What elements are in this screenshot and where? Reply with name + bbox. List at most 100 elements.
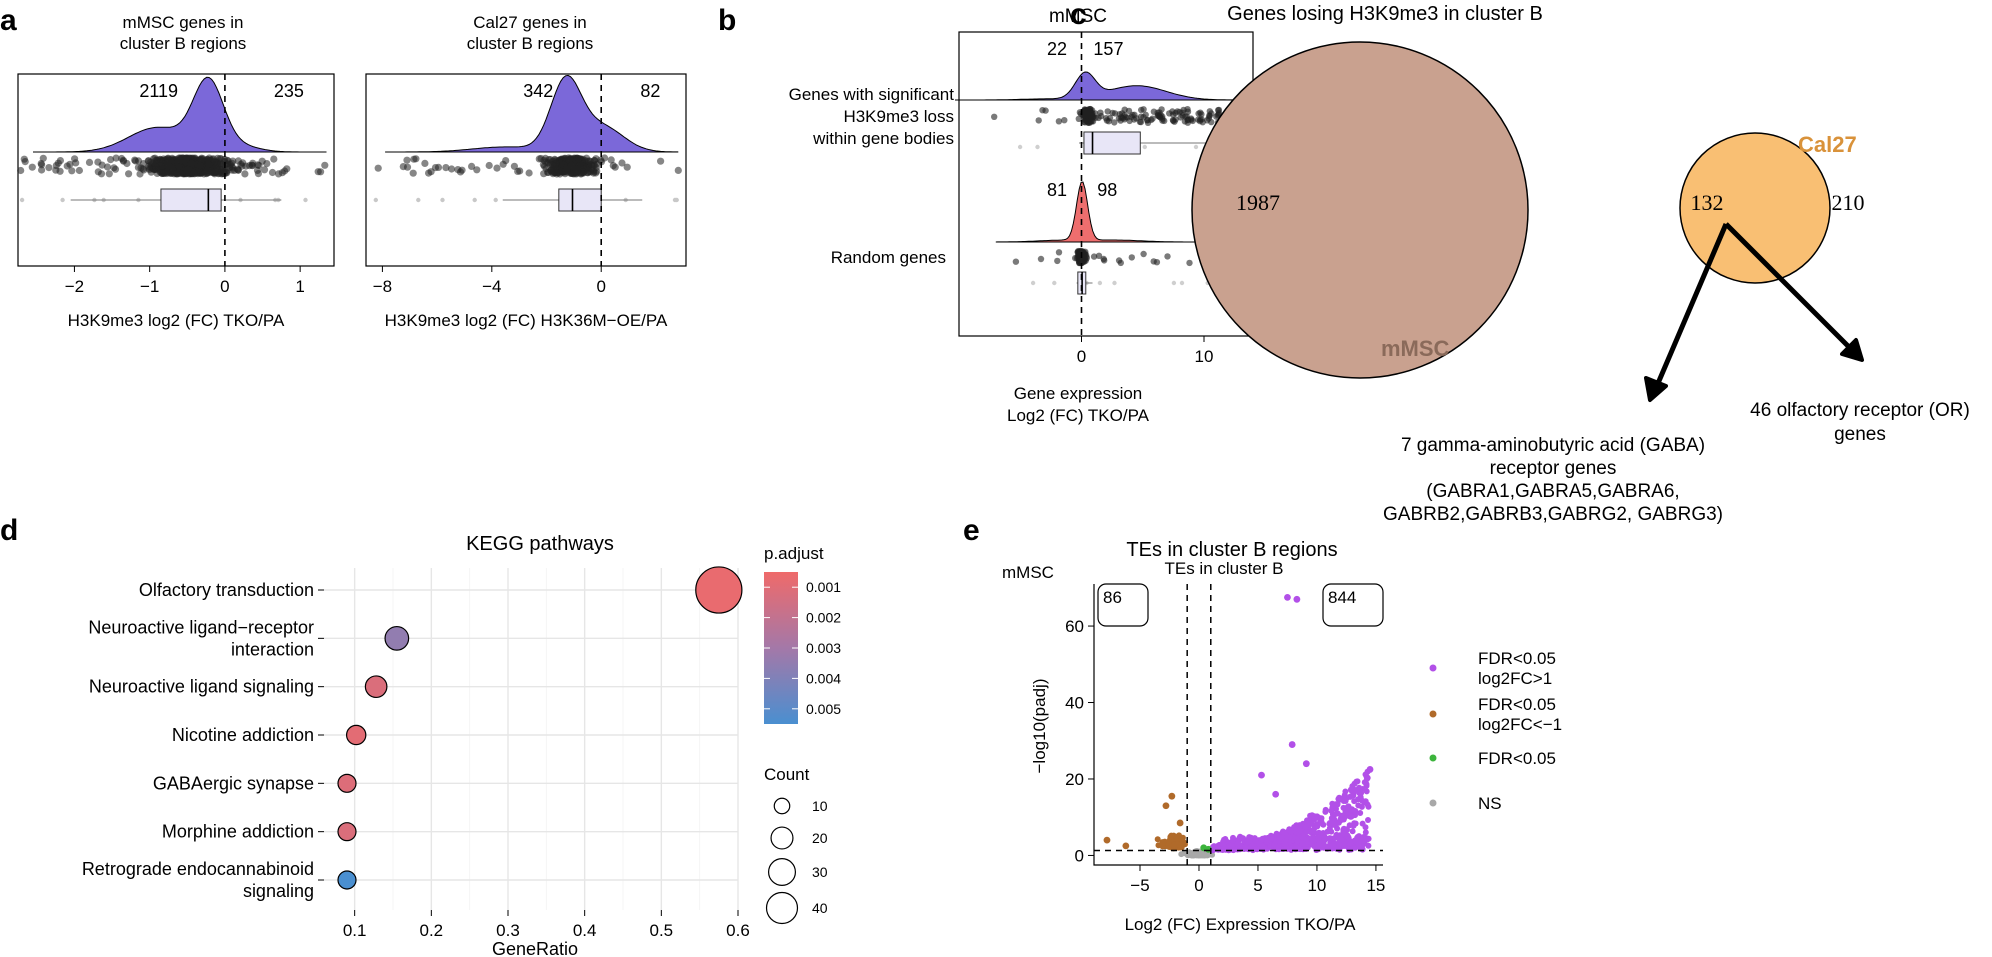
e-axis-ticks: −5 0 5 10 15 0 20 40 60 [1065, 617, 1385, 895]
e-point-up [1349, 806, 1355, 813]
b-density-random-genes [995, 181, 1229, 243]
panel-e-volcano: TEs in cluster B regions TEs in cluster … [1002, 539, 1562, 934]
e-point-up [1362, 824, 1369, 831]
a2-count-left: 342 [523, 81, 553, 101]
x-tick-label: 0.5 [650, 921, 674, 940]
e-point-down [1176, 832, 1182, 839]
x-tick-label: 0 [1077, 347, 1086, 366]
e-point-down [1165, 842, 1172, 849]
jitter-point [268, 168, 277, 177]
jitter-point [20, 155, 28, 163]
e-point-up [1352, 787, 1359, 793]
e-legend-ns: NS [1478, 794, 1502, 813]
panel-label-d: d [0, 514, 18, 547]
e-subtitle: TEs in cluster B [1164, 559, 1283, 578]
e-legend-key-up [1429, 664, 1437, 672]
a1-x-axis: −2 −1 0 1 [65, 266, 305, 296]
jitter-point [607, 156, 615, 164]
c-arrow-or-shaft [1724, 222, 1854, 352]
e-point-up [1357, 810, 1364, 816]
outlier-point [672, 197, 678, 203]
e-point-up [1366, 766, 1374, 773]
e-point-down [1122, 842, 1130, 850]
e-point-ns [1178, 851, 1185, 858]
e-point-down [1103, 836, 1111, 844]
jitter-point [657, 157, 665, 165]
a2-density [385, 74, 679, 153]
e-point-down [1170, 841, 1177, 848]
d-color-tick-label: 0.005 [806, 701, 841, 717]
d-category-label: Olfactory transduction [139, 580, 314, 600]
jitter-point [1137, 113, 1145, 120]
e-point-up [1338, 817, 1345, 824]
e-point-up [1326, 820, 1333, 826]
c-gaba-note-line1: 7 gamma-aminobutyric acid (GABA) [1401, 435, 1705, 456]
e-point-up [1352, 820, 1359, 827]
jitter-point [1081, 111, 1088, 118]
e-x-label: Log2 (FC) Expression TKO/PA [1125, 915, 1357, 934]
jitter-point [241, 170, 249, 178]
e-point-ns [1195, 850, 1202, 857]
jitter-point [1115, 257, 1123, 264]
x-tick-label: 0 [220, 277, 229, 296]
a2-jitter-points [373, 154, 682, 203]
outlier-point [19, 197, 25, 203]
jitter-point [1061, 117, 1068, 124]
jitter-point [281, 167, 289, 175]
jitter-point [255, 161, 263, 170]
a2-title-line2: cluster B regions [467, 34, 594, 53]
x-tick-label: 1 [295, 277, 304, 296]
b-group1-label-line2: H3K9me3 loss [843, 107, 954, 126]
x-tick-label: 0.2 [420, 921, 444, 940]
e-legend-key-sig [1429, 754, 1437, 762]
e-point-up [1234, 840, 1241, 847]
d-title: KEGG pathways [466, 533, 614, 555]
c-or-note-line1: 46 olfactory receptor (OR) [1750, 400, 1970, 421]
e-x-tick-label: 10 [1307, 876, 1326, 895]
e-point-up [1296, 823, 1302, 829]
e-point-up [1340, 798, 1347, 804]
e-legend-key-ns [1429, 799, 1437, 807]
e-point-up [1347, 840, 1354, 847]
x-tick-label: 0 [596, 277, 605, 296]
e-point-up [1340, 841, 1347, 848]
e-legend: FDR<0.05 log2FC>1 FDR<0.05 log2FC<−1 FDR… [1429, 649, 1562, 813]
e-title: TEs in cluster B regions [1126, 539, 1337, 561]
jitter-point [499, 160, 507, 168]
d-dot [364, 675, 388, 699]
d-category-label: signaling [243, 881, 314, 901]
x-tick-label: 0.4 [573, 921, 597, 940]
b-group1-label-line3: within gene bodies [812, 129, 954, 148]
e-count-right: 844 [1328, 588, 1356, 607]
jitter-point [525, 169, 533, 177]
e-point-up [1316, 841, 1323, 848]
d-dot [337, 870, 357, 890]
x-tick-label: 0.6 [726, 921, 750, 940]
e-point-up [1340, 804, 1347, 811]
jitter-point [1198, 116, 1205, 123]
jitter-point [623, 163, 631, 171]
e-point-up [1246, 844, 1253, 851]
c-overlap-count: 132 [1691, 190, 1724, 215]
e-y-tick-label: 20 [1065, 770, 1084, 789]
d-size-key [767, 857, 797, 887]
jitter-point [552, 159, 560, 167]
outlier-point [1193, 144, 1199, 150]
d-category-label: Nicotine addiction [172, 725, 314, 745]
jitter-point [448, 165, 456, 173]
e-legend-up-line1: FDR<0.05 [1478, 649, 1556, 668]
jitter-point [224, 160, 232, 168]
jitter-point [56, 167, 64, 175]
e-count-right-box [1322, 583, 1384, 627]
jitter-point [158, 159, 166, 167]
c-arrow-gaba-shaft [1653, 223, 1729, 389]
jitter-point [409, 169, 417, 177]
b-count-random-right: 98 [1097, 180, 1117, 200]
jitter-point [1088, 118, 1095, 125]
d-size-key [770, 826, 794, 850]
jitter-point [209, 155, 217, 163]
e-point-up [1308, 820, 1314, 827]
e-point-up [1299, 840, 1306, 847]
jitter-point [234, 157, 242, 165]
jitter-point [674, 166, 682, 174]
